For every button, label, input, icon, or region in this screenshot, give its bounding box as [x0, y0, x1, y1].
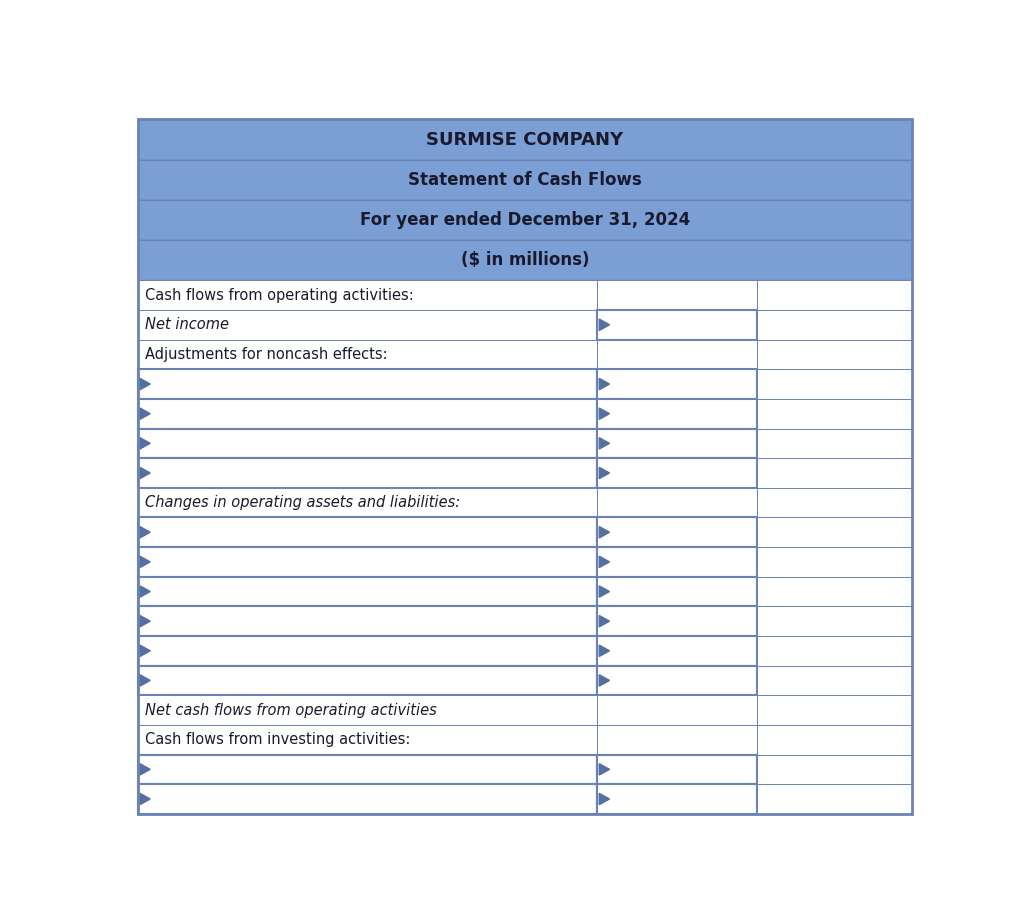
Bar [137, 240, 912, 280]
Bar [597, 547, 757, 577]
Polygon shape [599, 556, 609, 567]
Bar [757, 370, 912, 399]
Bar [137, 340, 597, 370]
Bar [137, 547, 597, 577]
Bar [597, 399, 757, 429]
Bar [597, 370, 757, 399]
Polygon shape [599, 378, 609, 390]
Bar [137, 429, 597, 458]
Bar [137, 310, 597, 340]
Text: Net cash flows from operating activities: Net cash flows from operating activities [145, 702, 437, 718]
Bar [137, 200, 912, 240]
Bar [597, 340, 757, 370]
Polygon shape [599, 615, 609, 626]
Polygon shape [140, 615, 151, 626]
Bar [137, 725, 597, 755]
Bar [597, 429, 757, 458]
Polygon shape [140, 645, 151, 656]
Bar [597, 310, 757, 340]
Bar [137, 119, 912, 160]
Polygon shape [599, 438, 609, 449]
Text: Net income: Net income [145, 317, 229, 333]
Polygon shape [140, 763, 151, 775]
Polygon shape [140, 675, 151, 687]
Polygon shape [599, 586, 609, 597]
Polygon shape [140, 408, 151, 419]
Bar [597, 577, 757, 606]
Bar [597, 488, 757, 517]
Polygon shape [599, 645, 609, 656]
Text: Changes in operating assets and liabilities:: Changes in operating assets and liabilit… [145, 495, 461, 510]
Text: Statement of Cash Flows: Statement of Cash Flows [408, 171, 642, 188]
Text: SURMISE COMPANY: SURMISE COMPANY [426, 130, 624, 149]
Bar [757, 399, 912, 429]
Bar [597, 280, 757, 310]
Polygon shape [140, 438, 151, 449]
Bar [597, 458, 757, 488]
Polygon shape [599, 468, 609, 479]
Bar [757, 429, 912, 458]
Bar [597, 636, 757, 665]
Bar [137, 458, 597, 488]
Polygon shape [140, 378, 151, 390]
Bar [137, 665, 597, 695]
Text: Adjustments for noncash effects:: Adjustments for noncash effects: [145, 346, 388, 362]
Bar [137, 577, 597, 606]
Bar [757, 725, 912, 755]
Polygon shape [599, 794, 609, 805]
Polygon shape [140, 794, 151, 805]
Bar [597, 695, 757, 725]
Polygon shape [599, 319, 609, 331]
Text: Cash flows from investing activities:: Cash flows from investing activities: [145, 732, 411, 748]
Text: ($ in millions): ($ in millions) [461, 251, 589, 269]
Bar [757, 755, 912, 784]
Bar [757, 695, 912, 725]
Polygon shape [140, 527, 151, 538]
Bar [137, 399, 597, 429]
Bar [137, 755, 597, 784]
Bar [597, 665, 757, 695]
Bar [757, 577, 912, 606]
Bar [757, 784, 912, 814]
Bar [137, 488, 597, 517]
Bar [757, 636, 912, 665]
Bar [137, 695, 597, 725]
Bar [757, 280, 912, 310]
Polygon shape [599, 527, 609, 538]
Bar [597, 755, 757, 784]
Polygon shape [599, 675, 609, 687]
Bar [757, 340, 912, 370]
Polygon shape [140, 586, 151, 597]
Bar [757, 606, 912, 636]
Bar [137, 606, 597, 636]
Bar [137, 784, 597, 814]
Bar [757, 517, 912, 547]
Bar [757, 310, 912, 340]
Polygon shape [599, 408, 609, 419]
Bar [597, 606, 757, 636]
Bar [597, 517, 757, 547]
Text: Cash flows from operating activities:: Cash flows from operating activities: [145, 287, 415, 303]
Bar [137, 280, 597, 310]
Polygon shape [140, 556, 151, 567]
Bar [597, 725, 757, 755]
Bar [137, 517, 597, 547]
Polygon shape [599, 763, 609, 775]
Bar [757, 665, 912, 695]
Bar [137, 160, 912, 200]
Bar [597, 784, 757, 814]
Bar [757, 547, 912, 577]
Text: For year ended December 31, 2024: For year ended December 31, 2024 [359, 211, 690, 229]
Bar [757, 488, 912, 517]
Bar [757, 458, 912, 488]
Bar [137, 636, 597, 665]
Polygon shape [140, 468, 151, 479]
Bar [137, 370, 597, 399]
